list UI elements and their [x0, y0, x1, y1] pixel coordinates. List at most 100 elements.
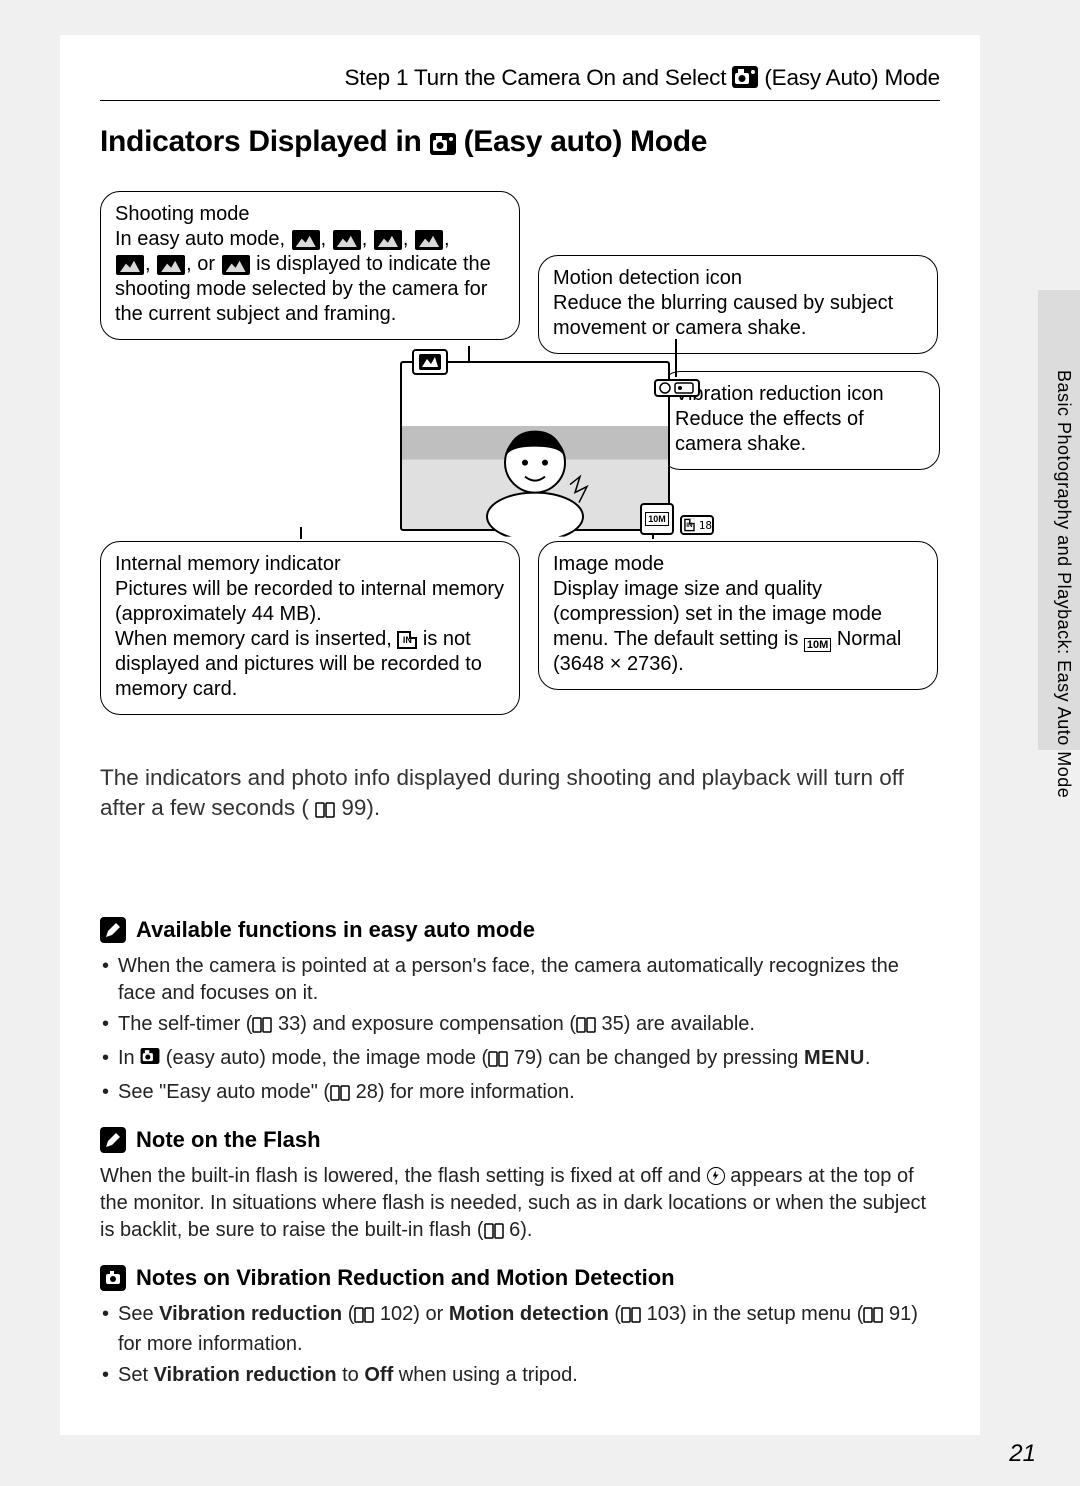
bold-term: Vibration reduction: [159, 1303, 342, 1325]
list-item: When the camera is pointed at a person's…: [100, 953, 940, 1007]
count-value: 18: [699, 519, 712, 532]
li-text: (: [342, 1303, 354, 1325]
li-text: The self-timer (: [118, 1013, 252, 1035]
manual-page: Step 1 Turn the Camera On and Select (Ea…: [60, 35, 980, 1435]
callout-line: Shooting mode: [115, 202, 505, 227]
bold-term: Off: [364, 1364, 393, 1386]
flash-off-icon: [707, 1167, 725, 1185]
scene-mode-icon: [292, 230, 320, 250]
note-heading: Notes on Vibration Reduction and Motion …: [100, 1265, 940, 1291]
li-text: See: [118, 1303, 159, 1325]
body-paragraph: The indicators and photo info displayed …: [100, 763, 940, 827]
scene-mode-icon: [374, 230, 402, 250]
callout-motion-detection: Motion detection icon Reduce the blurrin…: [538, 255, 938, 354]
scene-mode-icon: [157, 255, 185, 275]
li-text: 33) and exposure compensation (: [272, 1013, 576, 1035]
li-text: (: [609, 1303, 621, 1325]
page-ref-icon: [354, 1304, 374, 1331]
page-ref-icon: [252, 1014, 272, 1041]
page-ref-icon: [330, 1082, 350, 1109]
note-available-functions: Available functions in easy auto mode Wh…: [100, 917, 940, 1389]
li-text: 79) can be changed by pressing: [508, 1047, 804, 1069]
internal-memory-icon: [684, 519, 694, 532]
camera-note-icon: [100, 1265, 126, 1291]
note-heading: Available functions in easy auto mode: [100, 917, 940, 943]
note-list: See Vibration reduction ( 102) or Motion…: [100, 1301, 940, 1389]
sep: ,: [444, 228, 450, 250]
note-heading: Note on the Flash: [100, 1127, 940, 1153]
bold-term: Motion detection: [449, 1303, 609, 1325]
li-text: (easy auto) mode, the image mode (: [160, 1047, 488, 1069]
callout-text: Display image size and quality (compress…: [553, 578, 882, 650]
li-text: .: [865, 1047, 871, 1069]
li-text: to: [337, 1364, 365, 1386]
pencil-note-icon: [100, 1127, 126, 1153]
note-title: Notes on Vibration Reduction and Motion …: [136, 1265, 675, 1291]
callout-text: In easy auto mode,: [115, 228, 291, 250]
callout-shooting-mode: Shooting mode In easy auto mode, , , , ,…: [100, 191, 520, 340]
side-chapter-label: Basic Photography and Playback: Easy Aut…: [1053, 370, 1074, 798]
menu-label: MENU: [804, 1047, 865, 1069]
sep: ,: [403, 228, 414, 250]
callout-internal-memory: Internal memory indicator Pictures will …: [100, 541, 520, 715]
leader-line: [675, 339, 677, 377]
internal-memory-icon: [397, 631, 417, 649]
li-text: See "Easy auto mode" (: [118, 1081, 330, 1103]
p-text: When the built-in flash is lowered, the …: [100, 1165, 707, 1187]
para-text: The indicators and photo info displayed …: [100, 765, 904, 820]
li-text: 35) are available.: [596, 1013, 755, 1035]
note-paragraph: When the built-in flash is lowered, the …: [100, 1163, 940, 1247]
page-header: Step 1 Turn the Camera On and Select (Ea…: [100, 65, 940, 101]
scene-mode-icon: [333, 230, 361, 250]
shooting-mode-indicator-icon: [412, 349, 448, 375]
page-ref-icon: [621, 1304, 641, 1331]
callout-text: is displayed to indicate: [256, 253, 457, 275]
image-mode-indicator-icon: 10M: [640, 503, 674, 535]
list-item: See Vibration reduction ( 102) or Motion…: [100, 1301, 940, 1358]
list-item: See "Easy auto mode" ( 28) for more info…: [100, 1079, 940, 1109]
quality-badge: 10M: [645, 512, 669, 526]
bold-term: Vibration reduction: [154, 1364, 337, 1386]
title-prefix: Indicators Displayed in: [100, 125, 430, 158]
note-title: Note on the Flash: [136, 1127, 321, 1153]
list-item: The self-timer ( 33) and exposure compen…: [100, 1011, 940, 1041]
para-text: 99).: [341, 795, 380, 820]
page-ref-icon: [488, 1048, 508, 1075]
remaining-count-indicator: 18: [680, 515, 714, 535]
callout-line: Image mode: [553, 552, 923, 577]
li-text: 28) for more information.: [350, 1081, 575, 1103]
subject-illustration: [475, 416, 595, 536]
page-ref-icon: [315, 796, 335, 826]
diagram-area: Shooting mode In easy auto mode, , , , ,…: [100, 191, 940, 751]
camera-mode-icon: [732, 66, 758, 94]
li-text: 102) or: [374, 1303, 448, 1325]
page-ref-icon: [484, 1220, 504, 1247]
camera-mode-icon: [430, 129, 456, 163]
header-text-prefix: Step 1 Turn the Camera On and Select: [344, 65, 732, 90]
scene-mode-icon: [222, 255, 250, 275]
li-text: Set: [118, 1364, 154, 1386]
callout-vibration-reduction: Vibration reduction icon Reduce the effe…: [660, 371, 940, 470]
pencil-note-icon: [100, 917, 126, 943]
motion-vr-indicator-icon: [654, 379, 700, 397]
li-text: 103) in the setup menu (: [641, 1303, 863, 1325]
list-item: Set Vibration reduction to Off when usin…: [100, 1362, 940, 1389]
sep: , or: [186, 253, 220, 275]
section-title: Indicators Displayed in (Easy auto) Mode: [100, 125, 940, 163]
sep: ,: [321, 228, 332, 250]
callout-image-mode: Image mode Display image size and qualit…: [538, 541, 938, 690]
note-title: Available functions in easy auto mode: [136, 917, 535, 943]
camera-mode-icon: [140, 1047, 160, 1069]
note-list: When the camera is pointed at a person's…: [100, 953, 940, 1109]
title-suffix: (Easy auto) Mode: [464, 125, 708, 158]
lcd-illustration: 10M 18: [400, 361, 670, 531]
scene-mode-icon: [415, 230, 443, 250]
li-text: when using a tripod.: [393, 1364, 578, 1386]
callout-line: Vibration reduction icon: [675, 382, 925, 407]
li-text: In: [118, 1047, 140, 1069]
page-ref-icon: [576, 1014, 596, 1041]
header-text-suffix: (Easy Auto) Mode: [764, 65, 940, 90]
callout-text: Reduce the blurring caused by subject mo…: [553, 292, 893, 339]
leader-line: [300, 527, 302, 539]
callout-line: Motion detection icon: [553, 266, 923, 291]
